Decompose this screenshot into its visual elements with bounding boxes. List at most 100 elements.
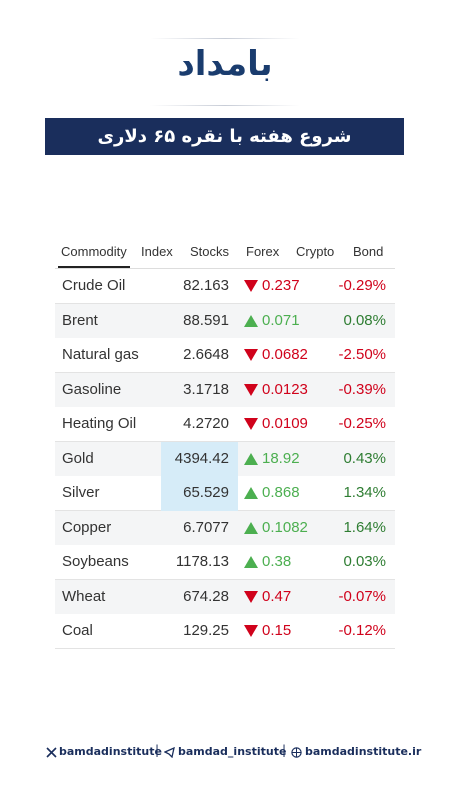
telegram-handle: bamdad_institute — [178, 745, 287, 758]
separator: | — [282, 743, 287, 757]
commodity-name: Silver — [62, 484, 100, 501]
table-row: Copper 6.7077 0.1082 1.64% — [55, 510, 395, 546]
price: 4.2720 — [183, 415, 229, 432]
active-tab-underline — [58, 266, 130, 268]
arrow-shape — [244, 314, 258, 327]
commodity-name: Crude Oil — [62, 277, 126, 294]
percent-change: 1.64% — [343, 518, 386, 536]
percent-change: -2.50% — [338, 346, 386, 363]
divider — [150, 38, 300, 39]
table-row: Natural gas 2.6648 0.0682 -2.50% — [55, 338, 395, 373]
commodity-name: Natural gas — [62, 346, 139, 363]
price: 1178.13 — [175, 553, 229, 570]
direction-arrow — [244, 349, 258, 361]
direction-arrow — [244, 590, 258, 603]
change: 0.15 — [262, 622, 292, 639]
price: 6.7077 — [183, 518, 229, 536]
table-row: Brent 88.591 0.071 0.08% — [55, 303, 395, 339]
price: 2.6648 — [183, 346, 229, 363]
price-highlight — [161, 476, 238, 511]
percent-change: 1.34% — [343, 484, 386, 501]
direction-arrow — [244, 521, 258, 534]
percent-change: -0.12% — [338, 622, 386, 639]
arrow-shape — [244, 556, 258, 568]
change: 18.92 — [262, 449, 300, 467]
price-highlight — [161, 441, 238, 477]
change: 0.237 — [262, 277, 300, 294]
table-row: Heating Oil 4.2720 0.0109 -0.25% — [55, 407, 395, 442]
table-row: Wheat 674.28 0.47 -0.07% — [55, 579, 395, 615]
direction-arrow — [244, 625, 258, 637]
x-icon — [46, 747, 57, 758]
logo: بامداد — [177, 44, 273, 84]
arrow-shape — [244, 590, 258, 603]
table-row: Gasoline 3.1718 0.0123 -0.39% — [55, 372, 395, 408]
table-row: Coal 129.25 0.15 -0.12% — [55, 614, 395, 649]
commodity-name: Gasoline — [62, 380, 122, 398]
tab[interactable]: Bond — [353, 244, 384, 259]
commodity-name: Heating Oil — [62, 415, 137, 432]
direction-arrow — [244, 383, 258, 396]
commodity-name: Wheat — [62, 587, 106, 605]
commodity-name: Brent — [62, 311, 98, 329]
price: 65.529 — [183, 484, 229, 501]
change: 0.868 — [262, 484, 300, 501]
change: 0.38 — [262, 553, 292, 570]
percent-change: -0.39% — [338, 380, 386, 398]
direction-arrow — [244, 452, 258, 465]
divider — [150, 105, 300, 106]
change: 0.0109 — [262, 415, 308, 432]
table-row: Gold 4394.42 18.92 0.43% — [55, 441, 395, 477]
price: 4394.42 — [174, 449, 229, 467]
tab[interactable]: Crypto — [296, 244, 335, 259]
change: 0.0682 — [262, 346, 308, 363]
direction-arrow — [244, 314, 258, 327]
arrow-shape — [244, 349, 258, 361]
price: 674.28 — [183, 587, 229, 605]
change: 0.0123 — [262, 380, 308, 398]
x-handle: bamdadinstitute — [59, 745, 162, 758]
table-row: Silver 65.529 0.868 1.34% — [55, 476, 395, 511]
price: 3.1718 — [183, 380, 229, 398]
percent-change: -0.07% — [338, 587, 386, 605]
table-row: Soybeans 1178.13 0.38 0.03% — [55, 545, 395, 580]
percent-change: -0.29% — [338, 277, 386, 294]
percent-change: -0.25% — [338, 415, 386, 432]
arrow-shape — [244, 280, 258, 292]
direction-arrow — [244, 418, 258, 430]
change: 0.1082 — [262, 518, 308, 536]
percent-change: 0.43% — [343, 449, 386, 467]
header-rule — [55, 268, 395, 269]
percent-change: 0.03% — [343, 553, 386, 570]
headline: شروع هفته با نقره ۶۵ دلاری — [45, 118, 404, 155]
arrow-shape — [244, 418, 258, 430]
price: 129.25 — [183, 622, 229, 639]
tab[interactable]: Forex — [246, 244, 280, 259]
arrow-shape — [244, 383, 258, 396]
tab[interactable]: Stocks — [190, 244, 230, 259]
tab[interactable]: Commodity — [61, 244, 127, 259]
telegram-icon — [164, 747, 175, 758]
direction-arrow — [244, 280, 258, 292]
commodity-name: Soybeans — [62, 553, 129, 570]
commodity-name: Copper — [62, 518, 112, 536]
globe-icon — [291, 747, 302, 758]
change: 0.47 — [262, 587, 292, 605]
arrow-shape — [244, 625, 258, 637]
website: bamdadinstitute.ir — [305, 745, 422, 758]
direction-arrow — [244, 487, 258, 499]
commodity-name: Coal — [62, 622, 93, 639]
direction-arrow — [244, 556, 258, 568]
commodity-name: Gold — [62, 449, 94, 467]
table-row: Crude Oil 82.163 0.237 -0.29% — [55, 269, 395, 304]
price: 88.591 — [183, 311, 229, 329]
change: 0.071 — [262, 311, 300, 329]
percent-change: 0.08% — [343, 311, 386, 329]
arrow-shape — [244, 521, 258, 534]
arrow-shape — [244, 487, 258, 499]
separator: | — [155, 743, 160, 757]
price: 82.163 — [183, 277, 229, 294]
arrow-shape — [244, 452, 258, 465]
tab[interactable]: Index — [141, 244, 173, 259]
